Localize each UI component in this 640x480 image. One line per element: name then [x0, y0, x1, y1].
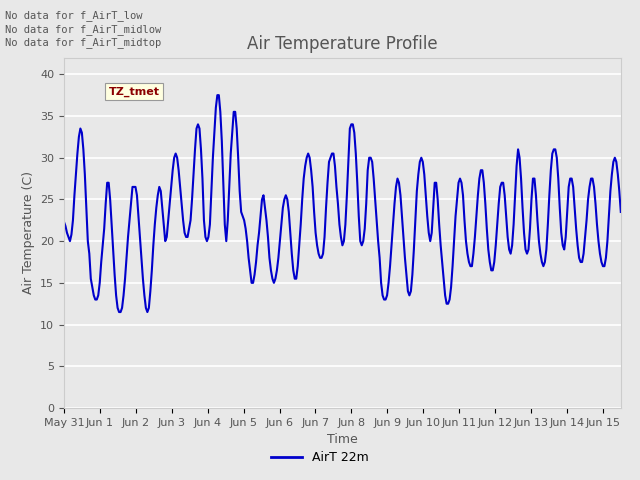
- Text: No data for f_AirT_midtop: No data for f_AirT_midtop: [5, 37, 161, 48]
- Text: TZ_tmet: TZ_tmet: [109, 86, 159, 96]
- Title: Air Temperature Profile: Air Temperature Profile: [247, 35, 438, 53]
- Text: No data for f_AirT_low: No data for f_AirT_low: [5, 11, 143, 22]
- Legend: AirT 22m: AirT 22m: [266, 446, 374, 469]
- Text: No data for f_AirT_midlow: No data for f_AirT_midlow: [5, 24, 161, 35]
- X-axis label: Time: Time: [327, 433, 358, 446]
- Y-axis label: Air Temperature (C): Air Temperature (C): [22, 171, 35, 294]
